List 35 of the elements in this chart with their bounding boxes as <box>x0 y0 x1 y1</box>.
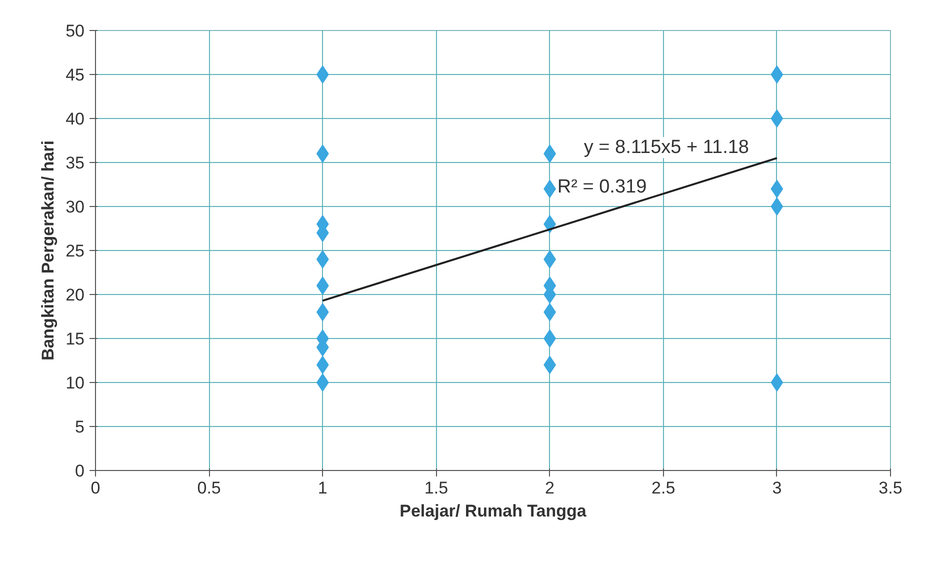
point <box>770 198 784 216</box>
y-tick-label: 20 <box>66 286 85 304</box>
point <box>316 250 329 268</box>
x-tick-label: 0.5 <box>197 478 221 498</box>
y-tick-label: 35 <box>66 154 85 172</box>
y-tick-label: 30 <box>66 198 85 216</box>
x-tick-label: 3.5 <box>878 478 902 498</box>
y-tick-label: 10 <box>66 374 85 392</box>
y-tick-label: 50 <box>66 22 85 40</box>
x-axis-title: Pelajar/ Rumah Tangga <box>400 502 587 520</box>
point <box>770 110 784 128</box>
y-axis-title: Bangkitan Pergerakan/ hari <box>38 140 58 361</box>
y-tick-label: 40 <box>66 110 85 128</box>
y-tick-label: 15 <box>66 330 85 348</box>
point <box>316 66 329 84</box>
x-tick-label: 0 <box>90 478 100 498</box>
point <box>770 374 784 392</box>
point <box>316 356 329 374</box>
y-tick-label: 5 <box>75 418 85 436</box>
annotation: R² = 0.319 <box>557 176 647 198</box>
point <box>316 374 329 392</box>
x-tick-label: 2.5 <box>652 478 676 498</box>
point <box>316 303 329 322</box>
point <box>770 180 784 198</box>
point <box>770 66 784 84</box>
y-tick-label: 25 <box>66 242 85 260</box>
x-tick-label: 1 <box>318 478 328 498</box>
x-tick-label: 2 <box>545 478 555 498</box>
annotation: y = 8.115x5 + 11.18 <box>584 137 750 158</box>
x-tick-label: 1.5 <box>424 478 448 498</box>
point <box>316 144 329 163</box>
y-tick-label: 0 <box>75 462 85 480</box>
point <box>316 276 329 295</box>
y-tick-label: 45 <box>66 66 85 84</box>
x-tick-label: 3 <box>772 478 782 498</box>
